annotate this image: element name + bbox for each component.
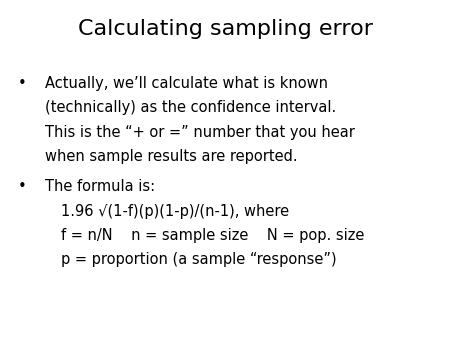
Text: Actually, we’ll calculate what is known: Actually, we’ll calculate what is known	[45, 76, 328, 91]
Text: The formula is:: The formula is:	[45, 179, 155, 194]
Text: p = proportion (a sample “response”): p = proportion (a sample “response”)	[61, 252, 337, 267]
Text: •: •	[18, 76, 27, 91]
Text: •: •	[18, 179, 27, 194]
Text: f = n/N    n = sample size    N = pop. size: f = n/N n = sample size N = pop. size	[61, 228, 364, 243]
Text: (technically) as the confidence interval.: (technically) as the confidence interval…	[45, 100, 336, 115]
Text: Calculating sampling error: Calculating sampling error	[77, 19, 373, 39]
Text: 1.96 √(1-f)(p)(1-p)/(n-1), where: 1.96 √(1-f)(p)(1-p)/(n-1), where	[61, 204, 289, 219]
Text: when sample results are reported.: when sample results are reported.	[45, 149, 297, 164]
Text: This is the “+ or =” number that you hear: This is the “+ or =” number that you hea…	[45, 125, 355, 140]
